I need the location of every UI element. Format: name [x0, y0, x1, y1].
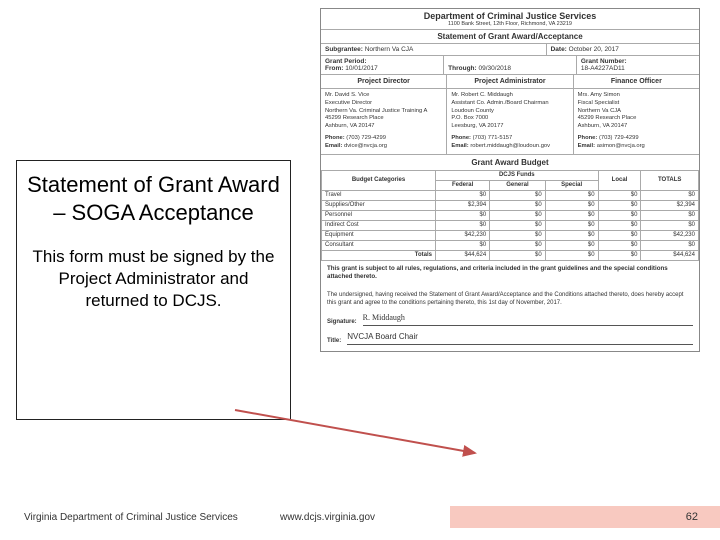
tot-spec: $0 — [545, 250, 598, 260]
table-row: Travel$0$0$0$0$0 — [322, 190, 699, 200]
subgrantee-value: Northern Va CJA — [365, 46, 414, 53]
fo-phone-lbl: Phone: — [578, 135, 598, 141]
from-value: 10/01/2017 — [345, 65, 378, 72]
pd-name: Mr. David S. Vice — [325, 92, 442, 100]
tot-cat: Totals — [322, 250, 436, 260]
footer-left: Virginia Department of Criminal Justice … — [0, 512, 280, 523]
footer-page: 62 — [450, 506, 720, 528]
dept-address: 1100 Bank Street, 12th Floor, Richmond, … — [321, 21, 699, 27]
col-dcjs: DCJS Funds — [436, 170, 599, 180]
subgrantee-row: Subgrantee: Northern Va CJA Date: Octobe… — [321, 44, 699, 56]
pa-t2: Loudoun County — [451, 108, 568, 116]
pa-email-lbl: Email: — [451, 143, 468, 149]
signature-block: The undersigned, having received the Sta… — [321, 285, 699, 351]
slide-footer: Virginia Department of Criminal Justice … — [0, 506, 720, 528]
pd-t3: 45299 Research Place — [325, 115, 442, 123]
date-label: Date: — [551, 46, 567, 53]
form-title: Statement of Grant Award/Acceptance — [321, 30, 699, 44]
grant-period-row: Grant Period: From: 10/01/2017 Through: … — [321, 56, 699, 75]
sig-text: The undersigned, having received the Sta… — [327, 291, 693, 307]
period-label: Grant Period: — [325, 58, 439, 65]
through-label: Through: — [448, 65, 477, 72]
contact-pa: Mr. Robert C. Middaugh Assistant Co. Adm… — [447, 89, 573, 154]
tot-local: $0 — [598, 250, 641, 260]
pd-email-lbl: Email: — [325, 143, 342, 149]
grant-note-text: This grant is subject to all rules, regu… — [327, 265, 668, 280]
pa-email: robert.middaugh@loudoun.gov — [470, 143, 550, 149]
contact-fo: Mrs. Amy Simon Fiscal Specialist Norther… — [574, 89, 699, 154]
col-local: Local — [598, 170, 641, 190]
table-row: Indirect Cost$0$0$0$0$0 — [322, 220, 699, 230]
grantnum-label: Grant Number: — [581, 58, 695, 65]
grantnum-value: 18-A4227AD11 — [581, 65, 625, 72]
table-row: Personnel$0$0$0$0$0 — [322, 210, 699, 220]
pd-t1: Executive Director — [325, 100, 442, 108]
col-cat: Budget Categories — [322, 170, 436, 190]
description-callout: Statement of Grant Award – SOGA Acceptan… — [16, 160, 291, 420]
form-header: Department of Criminal Justice Services … — [321, 9, 699, 30]
pd-phone: (703) 729-4299 — [346, 135, 386, 141]
grant-award-form: Department of Criminal Justice Services … — [320, 8, 700, 352]
col-fed: Federal — [436, 180, 490, 190]
sig-value: R. Middaugh — [363, 313, 693, 326]
table-row: Consultant$0$0$0$0$0 — [322, 240, 699, 250]
pd-t2: Northern Va. Criminal Justice Training A — [325, 108, 442, 116]
pd-t4: Ashburn, VA 20147 — [325, 123, 442, 131]
sig-label: Signature: — [327, 318, 357, 326]
title-value: NVCJA Board Chair — [347, 332, 693, 345]
table-row: Equipment$42,230$0$0$0$42,230 — [322, 230, 699, 240]
fo-t3: 45299 Research Place — [578, 115, 695, 123]
col-spec: Special — [545, 180, 598, 190]
fo-name: Mrs. Amy Simon — [578, 92, 695, 100]
role-fo: Finance Officer — [574, 75, 699, 88]
tot-tot: $44,624 — [641, 250, 699, 260]
fo-email: asimon@nvcja.org — [597, 143, 645, 149]
contacts-body: Mr. David S. Vice Executive Director Nor… — [321, 89, 699, 155]
pa-t4: Leesburg, VA 20177 — [451, 123, 568, 131]
callout-title: Statement of Grant Award – SOGA Acceptan… — [25, 171, 282, 226]
budget-table: Budget Categories DCJS Funds Local TOTAL… — [321, 170, 699, 261]
footer-url: www.dcjs.virginia.gov — [280, 512, 450, 523]
title-label: Title: — [327, 337, 341, 345]
role-pd: Project Director — [321, 75, 447, 88]
tot-gen: $0 — [490, 250, 545, 260]
col-totals: TOTALS — [641, 170, 699, 190]
role-pa: Project Administrator — [447, 75, 573, 88]
through-value: 09/30/2018 — [479, 65, 512, 72]
fo-t4: Ashburn, VA 20147 — [578, 123, 695, 131]
from-label: From: — [325, 65, 343, 72]
fo-email-lbl: Email: — [578, 143, 595, 149]
pd-email: dvice@nvcja.org — [344, 143, 387, 149]
fo-t2: Northern Va CJA — [578, 108, 695, 116]
pd-phone-lbl: Phone: — [325, 135, 345, 141]
budget-body: Travel$0$0$0$0$0Supplies/Other$2,394$0$0… — [322, 190, 699, 250]
contacts-header: Project Director Project Administrator F… — [321, 75, 699, 89]
date-value: October 20, 2017 — [569, 46, 619, 53]
fo-phone: (703) 729-4299 — [599, 135, 639, 141]
dept-name: Department of Criminal Justice Services — [321, 11, 699, 21]
subgrantee-label: Subgrantee: — [325, 46, 363, 53]
grant-note: This grant is subject to all rules, regu… — [321, 261, 699, 285]
pa-name: Mr. Robert C. Middaugh — [451, 92, 568, 100]
col-gen: General — [490, 180, 545, 190]
pa-t3: P.O. Box 7000 — [451, 115, 568, 123]
budget-totals-row: Totals $44,624 $0 $0 $0 $44,624 — [322, 250, 699, 260]
callout-subtitle: This form must be signed by the Project … — [25, 246, 282, 312]
fo-t1: Fiscal Specialist — [578, 100, 695, 108]
budget-title: Grant Award Budget — [321, 155, 699, 170]
pa-phone-lbl: Phone: — [451, 135, 471, 141]
tot-fed: $44,624 — [436, 250, 490, 260]
table-row: Supplies/Other$2,394$0$0$0$2,394 — [322, 200, 699, 210]
pa-t1: Assistant Co. Admin./Board Chairman — [451, 100, 568, 108]
pa-phone: (703) 771-5157 — [473, 135, 513, 141]
contact-pd: Mr. David S. Vice Executive Director Nor… — [321, 89, 447, 154]
